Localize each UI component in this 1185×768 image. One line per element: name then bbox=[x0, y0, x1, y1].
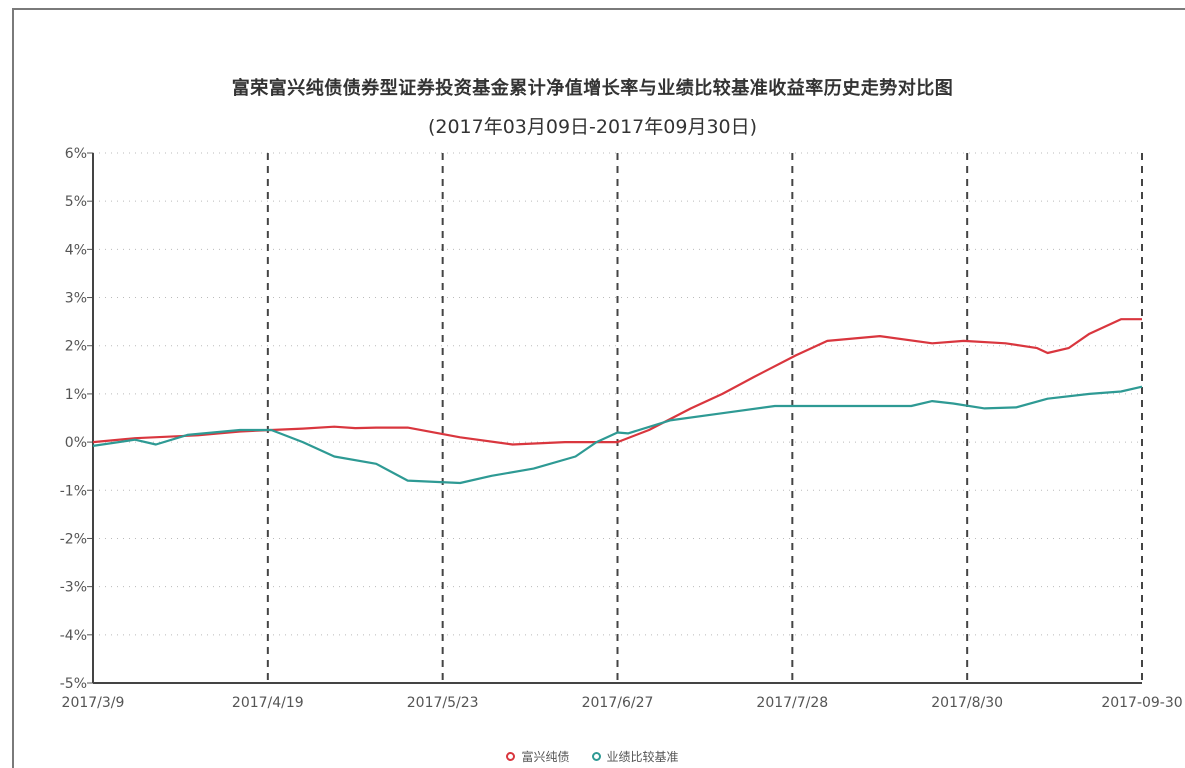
x-tick-label: 2017/7/28 bbox=[756, 695, 828, 711]
axes bbox=[87, 152, 1142, 684]
series-lines bbox=[92, 318, 1143, 485]
y-tick-label: -5% bbox=[60, 676, 87, 692]
y-tick-label: 6% bbox=[65, 146, 87, 162]
y-tick-label: -1% bbox=[60, 483, 87, 499]
y-tick-label: 4% bbox=[65, 242, 87, 258]
legend-marker-fund bbox=[506, 752, 516, 761]
y-tick-label: -4% bbox=[60, 628, 87, 644]
y-tick-label: -2% bbox=[60, 531, 87, 547]
chart-title: 富荣富兴纯债债券型证券投资基金累计净值增长率与业绩比较基准收益率历史走势对比图 bbox=[231, 78, 954, 99]
series-line-fund bbox=[92, 318, 1142, 446]
x-tick-label: 2017/5/23 bbox=[407, 695, 479, 711]
grid bbox=[92, 152, 1143, 683]
legend-label-benchmark: 业绩比较基准 bbox=[606, 750, 679, 764]
x-tick-label: 2017/3/9 bbox=[62, 695, 125, 711]
legend-label-fund: 富兴纯债 bbox=[521, 750, 570, 764]
legend-marker-benchmark bbox=[591, 752, 601, 761]
x-tick-label: 2017/8/30 bbox=[931, 695, 1003, 711]
legend-item-fund[interactable]: 富兴纯债 bbox=[506, 748, 570, 765]
legend-item-benchmark[interactable]: 业绩比较基准 bbox=[591, 748, 679, 765]
x-tick-label: 2017-09-30 bbox=[1101, 695, 1182, 711]
y-tick-label: 0% bbox=[65, 435, 87, 451]
y-tick-labels: 6% 5% 4% 3% 2% 1% 0% -1% -2% -3% -4% -5% bbox=[60, 146, 87, 692]
x-tick-label: 2017/4/19 bbox=[232, 695, 304, 711]
y-tick-label: 1% bbox=[65, 387, 87, 403]
y-tick-label: 5% bbox=[65, 194, 87, 210]
y-tick-label: -3% bbox=[60, 580, 87, 596]
chart-subtitle: (2017年03月09日-2017年09月30日) bbox=[427, 116, 758, 138]
legend: 富兴纯债 业绩比较基准 bbox=[0, 748, 1185, 765]
series-line-benchmark bbox=[92, 385, 1143, 485]
x-tick-label: 2017/6/27 bbox=[582, 695, 654, 711]
y-tick-label: 2% bbox=[65, 339, 87, 355]
chart-frame bbox=[12, 8, 1185, 768]
x-tick-labels: 2017/3/9 2017/4/19 2017/5/23 2017/6/27 2017/… bbox=[62, 695, 1183, 711]
y-tick-label: 3% bbox=[65, 291, 87, 307]
